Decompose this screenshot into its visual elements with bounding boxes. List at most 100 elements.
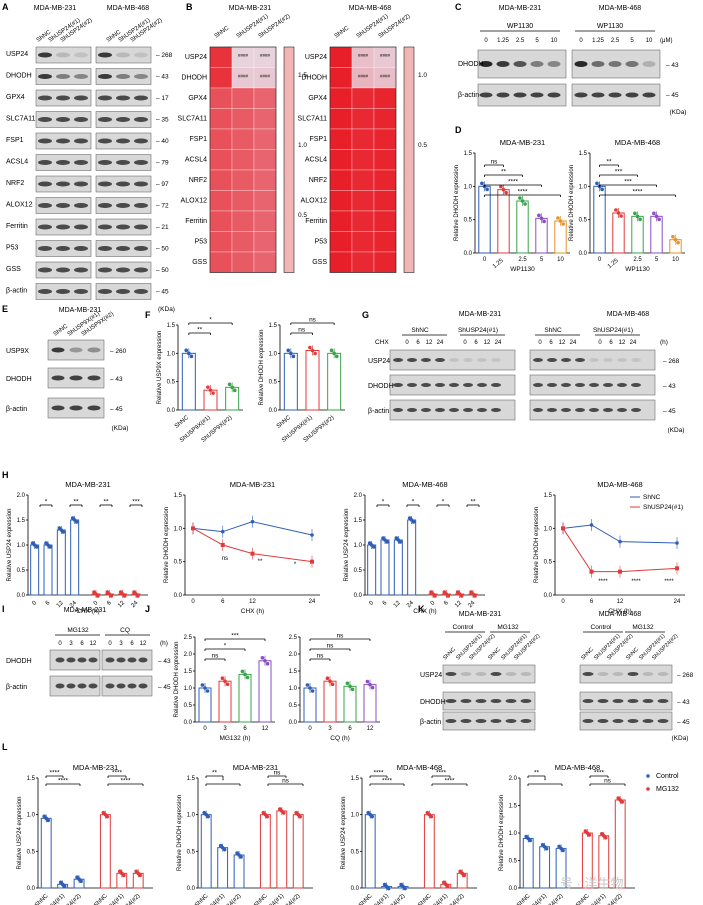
panel-k-cl-231: MDA-MB-231 bbox=[459, 611, 502, 618]
panel-a-kda: – 50 bbox=[156, 267, 169, 274]
panel-h-usp24-231-xtick-label: 24 bbox=[69, 600, 78, 609]
panel-b-cell bbox=[209, 231, 233, 253]
panel-i-h: (h) bbox=[160, 640, 168, 647]
panel-b-row-label: NRF2 bbox=[309, 177, 327, 184]
panel-label-k: K bbox=[418, 604, 425, 614]
panel-a-band bbox=[56, 117, 70, 122]
panel-b-cell-sig: #### bbox=[238, 53, 249, 58]
panel-b-cell-sig: #### bbox=[260, 74, 271, 79]
panel-h-usp24-468-ytick-label: 0.5 bbox=[354, 568, 363, 574]
panel-d-231-point bbox=[485, 187, 489, 192]
panel-a-band bbox=[38, 181, 52, 187]
panel-h-dhodh-231-ylabel: Relative DHODH expression bbox=[164, 507, 170, 583]
panel-b-cell bbox=[329, 251, 353, 273]
panel-h-usp24-231-ytick-label: 1.5 bbox=[17, 518, 26, 524]
panel-label-i: I bbox=[2, 604, 5, 614]
panel-g-band bbox=[561, 408, 571, 412]
panel-k-band bbox=[445, 699, 457, 703]
panel-h-usp24-231-xtick-label: 0 bbox=[31, 600, 38, 607]
panel-d-468-point bbox=[635, 214, 640, 219]
panel-g-time: 6 bbox=[549, 340, 553, 346]
panel-a-band bbox=[98, 95, 112, 101]
panel-k-band bbox=[460, 699, 472, 703]
panel-k-band bbox=[490, 719, 502, 723]
panel-a-band bbox=[116, 246, 130, 251]
panel-a-band bbox=[116, 74, 130, 79]
panel-a-row-label: NRF2 bbox=[6, 180, 24, 187]
panel-k-band bbox=[505, 699, 517, 703]
panel-e-kda: – 260 bbox=[110, 348, 127, 355]
panel-g-band bbox=[421, 408, 431, 412]
panel-label-f: F bbox=[145, 310, 151, 320]
panel-c-dose: 2.5 bbox=[516, 38, 525, 44]
panel-b-cell bbox=[253, 108, 277, 130]
panel-j-mg132-ytick-label: 0.5 bbox=[184, 703, 193, 709]
panel-g-time: 0 bbox=[538, 340, 542, 346]
panel-k-label: DHODH bbox=[420, 699, 446, 706]
panel-c-band bbox=[642, 92, 656, 98]
panel-e-label: USP9X bbox=[6, 348, 29, 355]
panel-c-band bbox=[591, 92, 605, 98]
panel-i-band bbox=[55, 657, 65, 663]
panel-h-dhodh-231-ytick-label: 1.5 bbox=[174, 493, 183, 499]
legend-l-control-label: Control bbox=[656, 773, 679, 780]
panel-g-band bbox=[491, 408, 501, 412]
panel-e-band bbox=[51, 347, 65, 353]
panel-b-cell bbox=[329, 128, 353, 150]
panel-d-231-point bbox=[480, 181, 484, 186]
panel-c-band bbox=[547, 92, 561, 98]
panel-label-h: H bbox=[2, 470, 9, 480]
panel-i-blot bbox=[101, 649, 153, 671]
panel-l-dhodh-231-bar bbox=[200, 814, 212, 889]
panel-g-group: ShUSP24(#1) bbox=[458, 327, 498, 334]
panel-d-231-xtick-label: 0 bbox=[483, 257, 487, 263]
panel-g-time: 0 bbox=[463, 340, 467, 346]
panel-a-band bbox=[74, 52, 88, 58]
panel-l-usp24-468-ytick-label: 1.0 bbox=[351, 813, 360, 819]
panel-a-band bbox=[74, 289, 88, 294]
panel-f-dhodh-ytick-label: 1.5 bbox=[269, 323, 278, 329]
panel-l-dhodh-468-bar bbox=[614, 799, 626, 889]
panel-d-231-xtick-label: 1.25 bbox=[492, 258, 505, 271]
panel-k-label: β-actin bbox=[420, 719, 441, 726]
panel-h-usp24-468-ytick-label: 1.5 bbox=[354, 518, 363, 524]
panel-b-cell bbox=[209, 67, 233, 89]
panel-b-row-label: ALOX12 bbox=[301, 198, 328, 205]
panel-h-dhodh-468-sig: **** bbox=[631, 579, 641, 585]
panel-d-468-point bbox=[657, 217, 661, 222]
panel-b-cell bbox=[209, 149, 233, 171]
panel-a-title-231: MDA-MB-231 bbox=[34, 5, 77, 12]
panel-f-dhodh-bar bbox=[283, 352, 298, 411]
panel-d-468-point bbox=[619, 214, 623, 218]
panel-b-cell bbox=[209, 251, 233, 273]
panel-f-dhodh-point bbox=[332, 351, 336, 356]
panel-f-dhodh-xtick-label: ShNC bbox=[276, 415, 293, 430]
panel-b-cell bbox=[253, 87, 277, 109]
panel-j-cq-xtick-label: 0 bbox=[308, 726, 312, 732]
panel-l-usp24-468-sig: **** bbox=[436, 770, 447, 777]
panel-d-468-ytick-label: 1.0 bbox=[579, 184, 588, 190]
panel-k-band bbox=[520, 699, 532, 703]
panel-g-band bbox=[561, 358, 571, 362]
panel-b-cell-sig: #### bbox=[358, 53, 369, 58]
panel-c-dose: 2.5 bbox=[611, 38, 620, 44]
panel-l-usp24-231-xtick-label: ShNC bbox=[93, 893, 109, 905]
panel-c-band bbox=[530, 61, 544, 67]
panel-i-band bbox=[88, 657, 98, 663]
panel-b-cell bbox=[351, 87, 375, 109]
panel-h-usp24-231-point bbox=[74, 520, 79, 524]
panel-j-cq-ytick-label: 1.0 bbox=[289, 686, 298, 692]
panel-g-band bbox=[477, 383, 487, 387]
panel-a-row-label: β-actin bbox=[6, 288, 27, 295]
panel-b-row-label: USP24 bbox=[305, 54, 327, 61]
panel-e-band bbox=[69, 375, 83, 381]
panel-b-row-label: ACSL4 bbox=[185, 157, 207, 164]
panel-j-cq-point bbox=[365, 679, 370, 684]
panel-k-lane: ShNC bbox=[442, 647, 457, 662]
panel-h-usp24-468-xtick-label: 0 bbox=[368, 600, 375, 607]
panel-a-band bbox=[98, 246, 112, 251]
panel-k-band bbox=[657, 672, 669, 676]
panel-h-usp24-231-xtick-label: 12 bbox=[56, 600, 65, 609]
panel-d-231-bar bbox=[516, 200, 529, 254]
panel-d-231-ytick-label: 1.0 bbox=[464, 184, 473, 190]
